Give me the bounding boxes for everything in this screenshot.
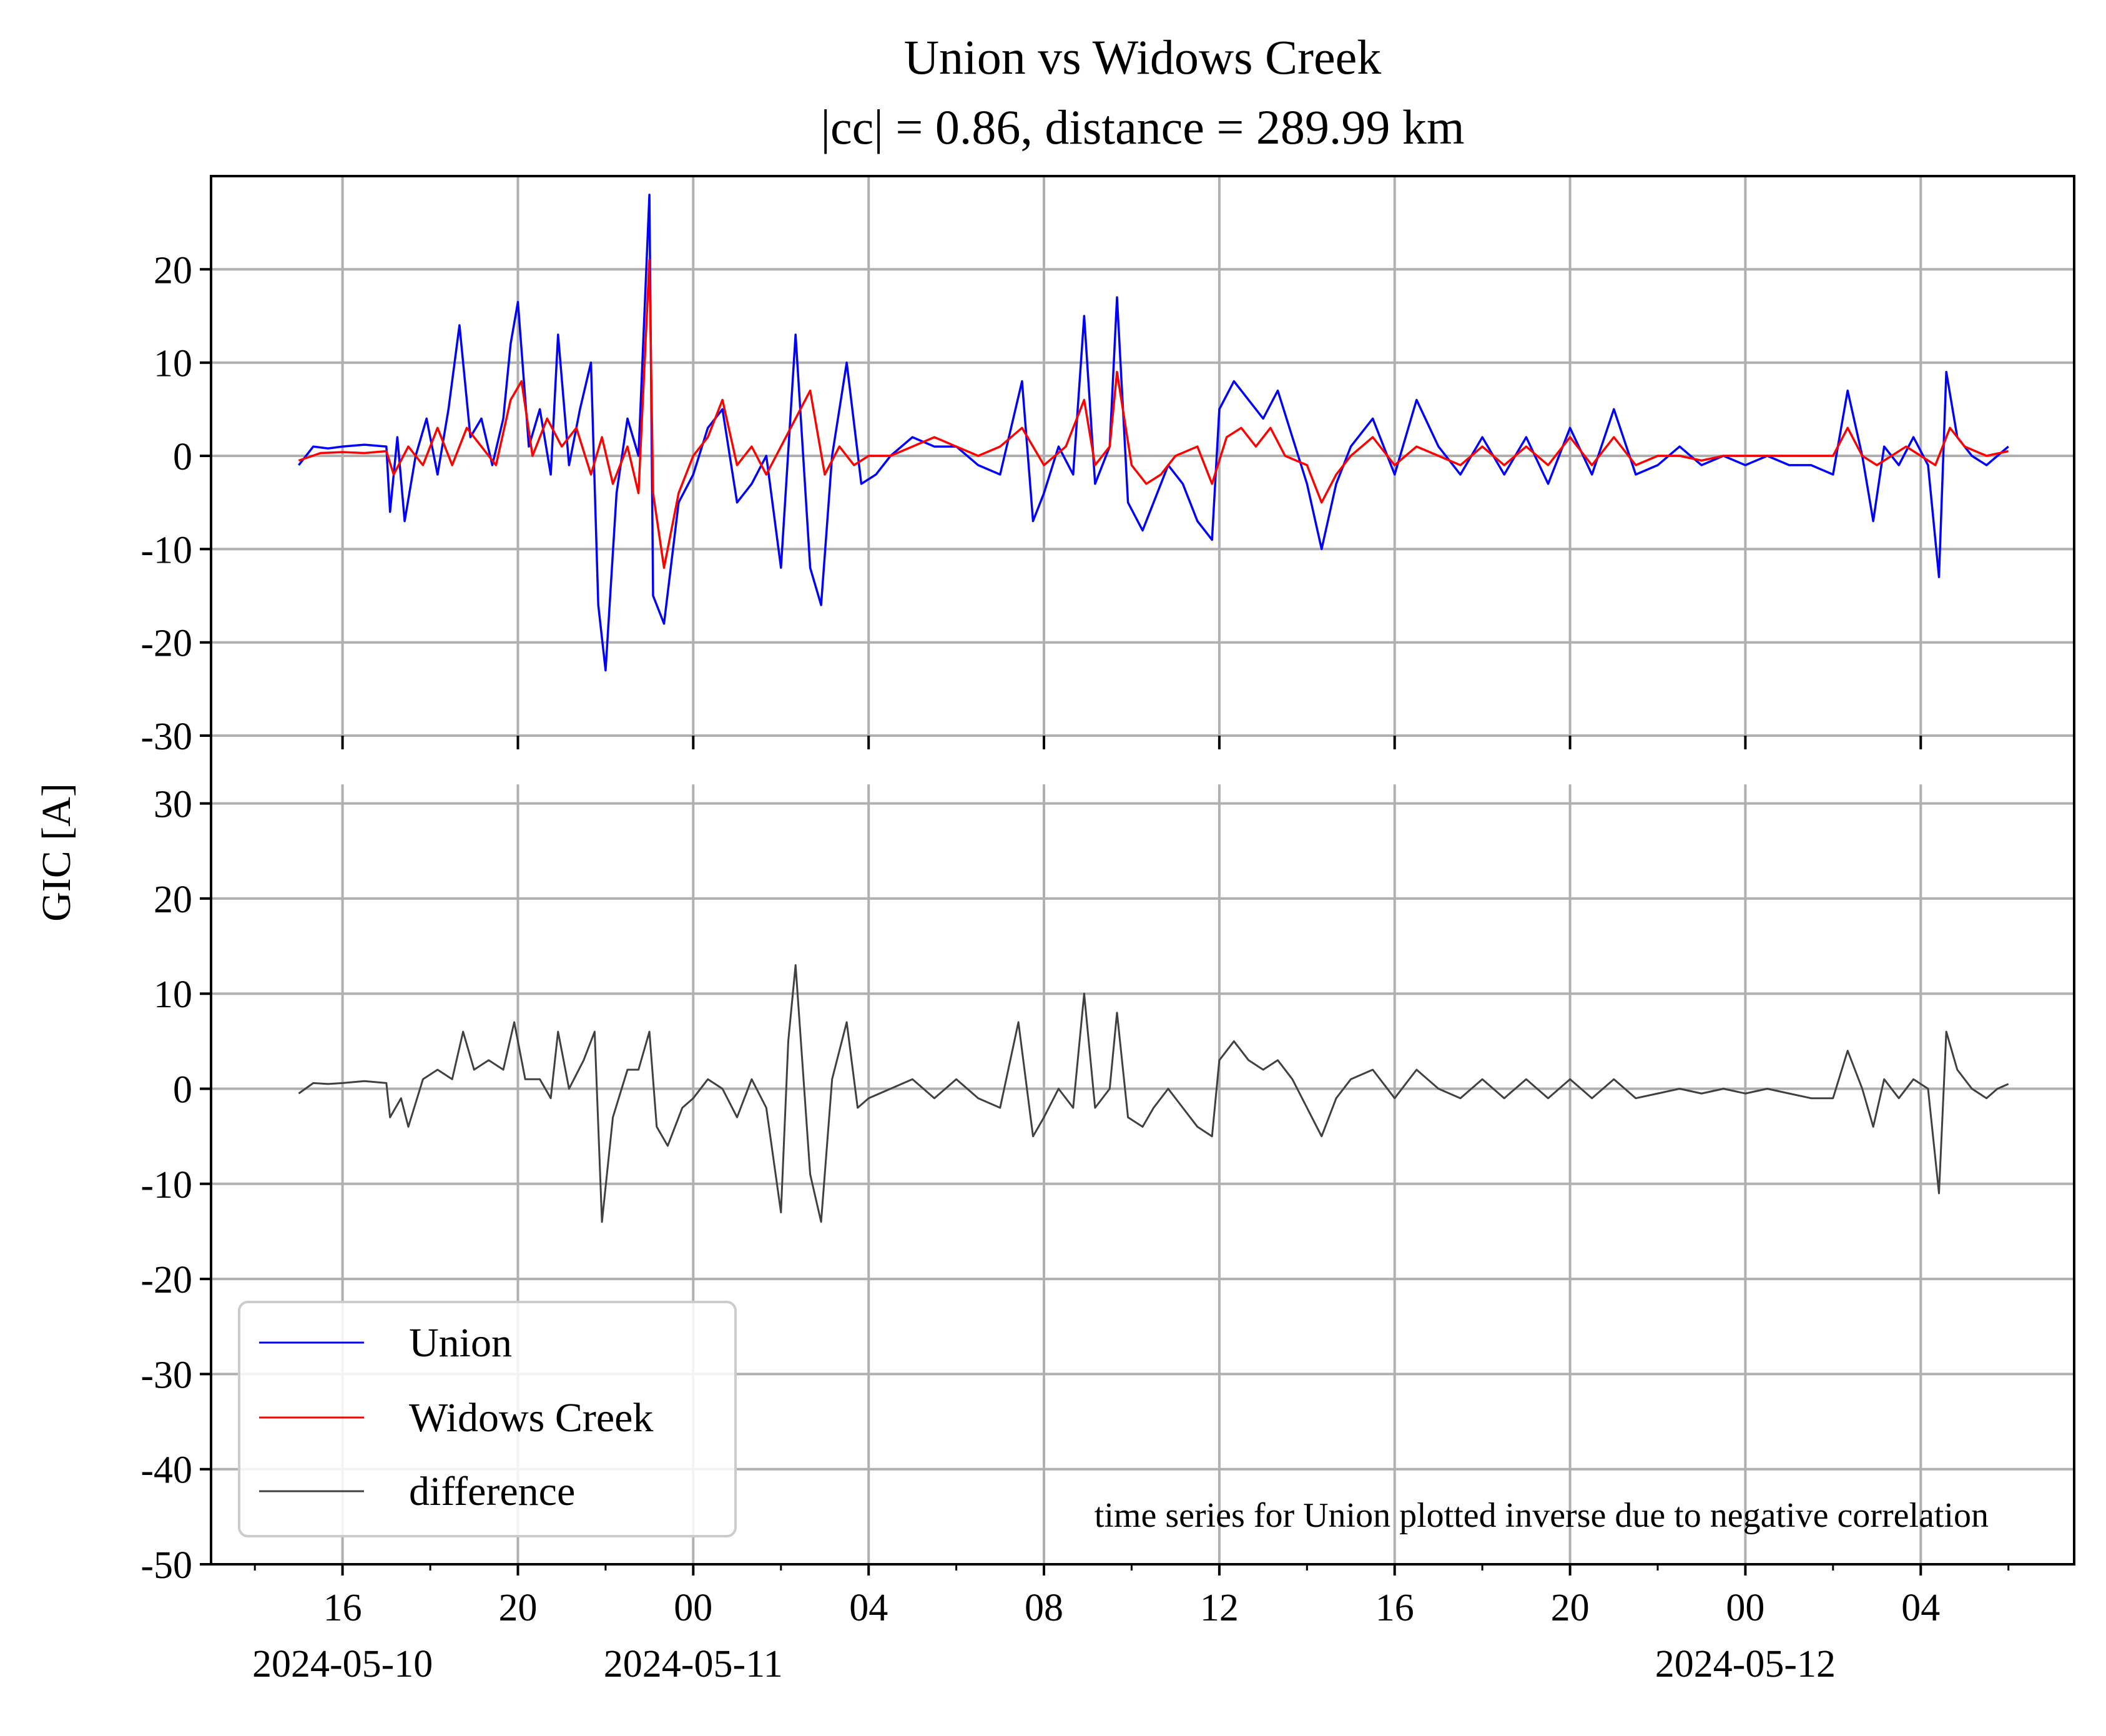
x-tick-label: 00: [674, 1587, 712, 1629]
x-tick-label: 00: [1726, 1587, 1764, 1629]
y-tick-label: 20: [154, 249, 192, 292]
series-line-union: [298, 194, 2009, 672]
y-tick-label: 10: [154, 343, 192, 385]
series-line-difference: [298, 964, 2009, 1223]
x-tick-label: 12: [1200, 1587, 1239, 1629]
x-tick-label: 20: [1551, 1587, 1590, 1629]
y-tick-label: -20: [140, 1259, 192, 1301]
legend-label-difference: difference: [409, 1469, 575, 1514]
x-tick-label: 08: [1025, 1587, 1063, 1629]
x-tick-label: 04: [1901, 1587, 1940, 1629]
legend-box: [238, 1301, 737, 1537]
x-tick-label: 20: [499, 1587, 538, 1629]
series-layer: [298, 194, 2009, 1223]
chart-title-line2: |cc| = 0.86, distance = 289.99 km: [820, 100, 1464, 154]
x-tick-label: 04: [849, 1587, 888, 1629]
y-tick-label: -30: [140, 716, 192, 758]
x-date-label: 2024-05-10: [252, 1643, 433, 1685]
inverse-note: time series for Union plotted inverse du…: [1095, 1496, 1989, 1535]
y-tick-label: 0: [173, 1069, 192, 1112]
series-line-widows-creek: [298, 259, 2009, 569]
x-tick-label: 16: [1375, 1587, 1414, 1629]
y-tick-label: -10: [140, 1164, 192, 1206]
x-tick-label: 16: [323, 1587, 362, 1629]
y-tick-label: -10: [140, 529, 192, 571]
y-tick-label: 20: [154, 879, 192, 921]
y-tick-label: 0: [173, 436, 192, 478]
x-date-label: 2024-05-11: [604, 1643, 783, 1685]
y-tick-label: 30: [154, 784, 192, 826]
y-tick-label: 10: [154, 974, 192, 1016]
y-axis-label: GIC [A]: [34, 783, 79, 922]
x-date-label: 2024-05-12: [1655, 1643, 1836, 1685]
legend: Union Widows Creek difference: [238, 1301, 737, 1537]
legend-label-widows-creek: Widows Creek: [409, 1395, 653, 1441]
y-tick-label: -50: [140, 1544, 192, 1587]
y-tick-label: -20: [140, 623, 192, 665]
chart-title-line1: Union vs Widows Creek: [904, 30, 1382, 84]
y-tick-label: -30: [140, 1354, 192, 1396]
y-tick-label: -40: [140, 1449, 192, 1492]
axes-frame: [210, 175, 2075, 1566]
legend-label-union: Union: [409, 1320, 512, 1366]
axes-layer: 20 10 0 -10 -20 -30 30 20 10 0 -10 -20 -30 -40 -50 16 20…: [140, 175, 2075, 1685]
